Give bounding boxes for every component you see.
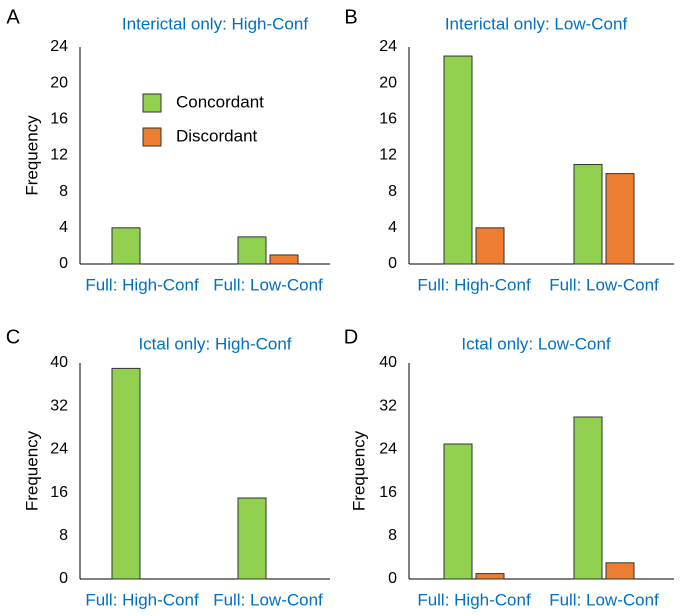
y-tick-label: 12 — [50, 147, 68, 164]
bar-discordant-1 — [475, 227, 505, 265]
y-tick-label: 4 — [388, 219, 397, 236]
chart-title: Interictal only: High-Conf — [122, 14, 308, 33]
x-tick-label: Full: Low-Conf — [549, 590, 659, 609]
y-tick-label: 16 — [379, 111, 397, 128]
y-tick-label: 8 — [388, 527, 397, 544]
legend-swatch-concordant — [142, 93, 162, 113]
chart-title: Interictal only: Low-Conf — [445, 14, 628, 33]
y-tick-label: 24 — [50, 441, 68, 458]
bar-concordant-1 — [443, 443, 473, 580]
y-tick-label: 32 — [379, 397, 397, 414]
bar-concordant-2 — [237, 236, 267, 265]
panel-label: B — [344, 6, 357, 28]
bar-concordant-1 — [111, 227, 141, 265]
bar-concordant-2 — [573, 164, 603, 265]
legend-label-concordant: Concordant — [176, 92, 264, 111]
chart-panel-b: B Interictal only: Low-Conf 0 4 8 12 16 20 24 Ful… — [344, 6, 674, 294]
y-tick-label: 0 — [388, 570, 397, 587]
y-tick-label: 16 — [50, 484, 68, 501]
y-tick-label: 12 — [379, 147, 397, 164]
x-tick-label: Full: High-Conf — [417, 590, 531, 609]
chart-panel-d: D Ictal only: Low-Conf Frequency 0 8 16 24 32 40… — [344, 326, 674, 609]
y-tick-label: 0 — [388, 255, 397, 272]
y-tick-label: 40 — [50, 354, 68, 371]
bar-concordant-1 — [111, 367, 141, 580]
y-tick-label: 0 — [59, 570, 68, 587]
panel-label: A — [6, 6, 20, 28]
x-tick-label: Full: High-Conf — [417, 275, 531, 294]
y-tick-label: 24 — [379, 441, 397, 458]
panel-label: C — [6, 326, 20, 348]
chart-panel-c: C Ictal only: High-Conf Frequency 0 8 16 24 32 4… — [6, 326, 330, 609]
x-tick-label: Full: Low-Conf — [549, 275, 659, 294]
legend-label-discordant: Discordant — [176, 126, 258, 145]
legend-swatch-discordant — [142, 127, 162, 147]
y-tick-label: 40 — [379, 354, 397, 371]
y-tick-label: 4 — [59, 219, 68, 236]
x-tick-label: Full: Low-Conf — [213, 275, 323, 294]
y-tick-label: 32 — [50, 397, 68, 414]
bar-discordant-1 — [475, 573, 505, 580]
chart-title: Ictal only: High-Conf — [138, 334, 291, 353]
y-axis-label: Frequency — [22, 430, 41, 511]
y-tick-label: 24 — [50, 38, 68, 55]
bar-discordant-2 — [269, 254, 299, 265]
y-tick-label: 0 — [59, 255, 68, 272]
legend: Concordant Discordant — [142, 92, 264, 147]
y-tick-label: 16 — [50, 111, 68, 128]
y-tick-label: 20 — [50, 74, 68, 91]
y-tick-label: 8 — [59, 527, 68, 544]
x-tick-label: Full: Low-Conf — [213, 590, 323, 609]
y-tick-label: 16 — [379, 484, 397, 501]
chart-title: Ictal only: Low-Conf — [461, 334, 611, 353]
bar-concordant-2 — [237, 497, 267, 580]
y-tick-label: 24 — [379, 38, 397, 55]
bar-concordant-2 — [573, 416, 603, 580]
y-tick-label: 8 — [388, 183, 397, 200]
bar-discordant-2 — [605, 173, 635, 265]
bar-concordant-1 — [443, 55, 473, 265]
x-tick-label: Full: High-Conf — [85, 275, 199, 294]
y-tick-label: 20 — [379, 74, 397, 91]
panel-label: D — [344, 326, 358, 348]
y-axis-label: Frequency — [349, 430, 368, 511]
y-axis-label: Frequency — [22, 115, 41, 196]
chart-panel-a: A Interictal only: High-Conf Frequency 0 4 8 1… — [6, 6, 330, 294]
bar-discordant-2 — [605, 562, 635, 580]
x-tick-label: Full: High-Conf — [85, 590, 199, 609]
y-tick-label: 8 — [59, 183, 68, 200]
